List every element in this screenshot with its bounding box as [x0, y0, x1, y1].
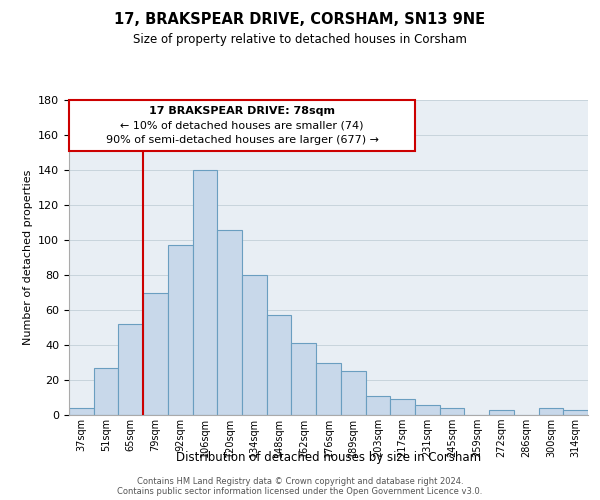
Bar [143, 292, 168, 415]
Text: 90% of semi-detached houses are larger (677) →: 90% of semi-detached houses are larger (… [106, 134, 379, 144]
Bar [415, 404, 440, 415]
Bar [341, 371, 365, 415]
Text: Contains public sector information licensed under the Open Government Licence v3: Contains public sector information licen… [118, 486, 482, 496]
Text: Contains HM Land Registry data © Crown copyright and database right 2024.: Contains HM Land Registry data © Crown c… [137, 476, 463, 486]
Bar [217, 230, 242, 415]
Bar [292, 343, 316, 415]
Bar [242, 275, 267, 415]
Bar [489, 410, 514, 415]
Bar [193, 170, 217, 415]
Bar [365, 396, 390, 415]
Bar [267, 316, 292, 415]
Bar [94, 368, 118, 415]
Text: Distribution of detached houses by size in Corsham: Distribution of detached houses by size … [176, 451, 481, 464]
Text: Size of property relative to detached houses in Corsham: Size of property relative to detached ho… [133, 32, 467, 46]
Bar [563, 410, 588, 415]
Y-axis label: Number of detached properties: Number of detached properties [23, 170, 32, 345]
Bar [440, 408, 464, 415]
Text: ← 10% of detached houses are smaller (74): ← 10% of detached houses are smaller (74… [120, 120, 364, 130]
Text: 17 BRAKSPEAR DRIVE: 78sqm: 17 BRAKSPEAR DRIVE: 78sqm [149, 106, 335, 116]
Text: 17, BRAKSPEAR DRIVE, CORSHAM, SN13 9NE: 17, BRAKSPEAR DRIVE, CORSHAM, SN13 9NE [115, 12, 485, 28]
Bar [118, 324, 143, 415]
Bar [390, 399, 415, 415]
Bar [168, 245, 193, 415]
FancyBboxPatch shape [69, 100, 415, 151]
Bar [539, 408, 563, 415]
Bar [69, 408, 94, 415]
Bar [316, 362, 341, 415]
